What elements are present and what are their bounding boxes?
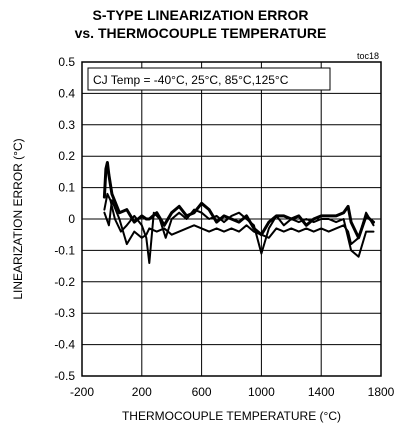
series-line-3 (103, 199, 375, 246)
x-tick-label: 1000 (248, 385, 275, 399)
x-tick-label: 200 (132, 385, 152, 399)
y-tick-label: -0.1 (54, 243, 75, 257)
figure-id: toc18 (357, 51, 379, 61)
y-tick-label: -0.4 (54, 338, 75, 352)
data-series (102, 161, 375, 264)
annotation-text: CJ Temp = -40°C, 25°C, 85°C,125°C (93, 73, 289, 87)
y-tick-label: 0.4 (58, 86, 75, 100)
y-axis-label: LINEARIZATION ERROR (°C) (11, 138, 25, 299)
x-tick-labels: -200 200 600 1000 1400 1800 (70, 385, 395, 399)
chart-title: S-TYPE LINEARIZATION ERROR (92, 7, 309, 23)
y-tick-label: -0.2 (54, 275, 75, 289)
y-tick-label: 0.3 (58, 118, 75, 132)
y-tick-label: 0 (68, 212, 75, 226)
y-tick-label: 0.2 (58, 149, 75, 163)
x-tick-label: 600 (192, 385, 212, 399)
y-tick-label: 0.1 (58, 181, 75, 195)
y-tick-labels: 0.5 0.4 0.3 0.2 0.1 0 -0.1 -0.2 -0.3 -0.4 -0.5 (54, 55, 75, 383)
y-tick-label: -0.3 (54, 306, 75, 320)
series-line-1 (102, 161, 375, 240)
series-line-2 (103, 192, 375, 264)
x-tick-label: -200 (70, 385, 94, 399)
y-tick-label: 0.5 (58, 55, 75, 69)
annotation-box: CJ Temp = -40°C, 25°C, 85°C,125°C (87, 67, 331, 91)
x-tick-label: 1400 (308, 385, 335, 399)
x-tick-label: 1800 (368, 385, 395, 399)
chart-subtitle: vs. THERMOCOUPLE TEMPERATURE (74, 25, 327, 41)
x-axis-label: THERMOCOUPLE TEMPERATURE (°C) (122, 409, 341, 423)
y-tick-label: -0.5 (54, 369, 75, 383)
